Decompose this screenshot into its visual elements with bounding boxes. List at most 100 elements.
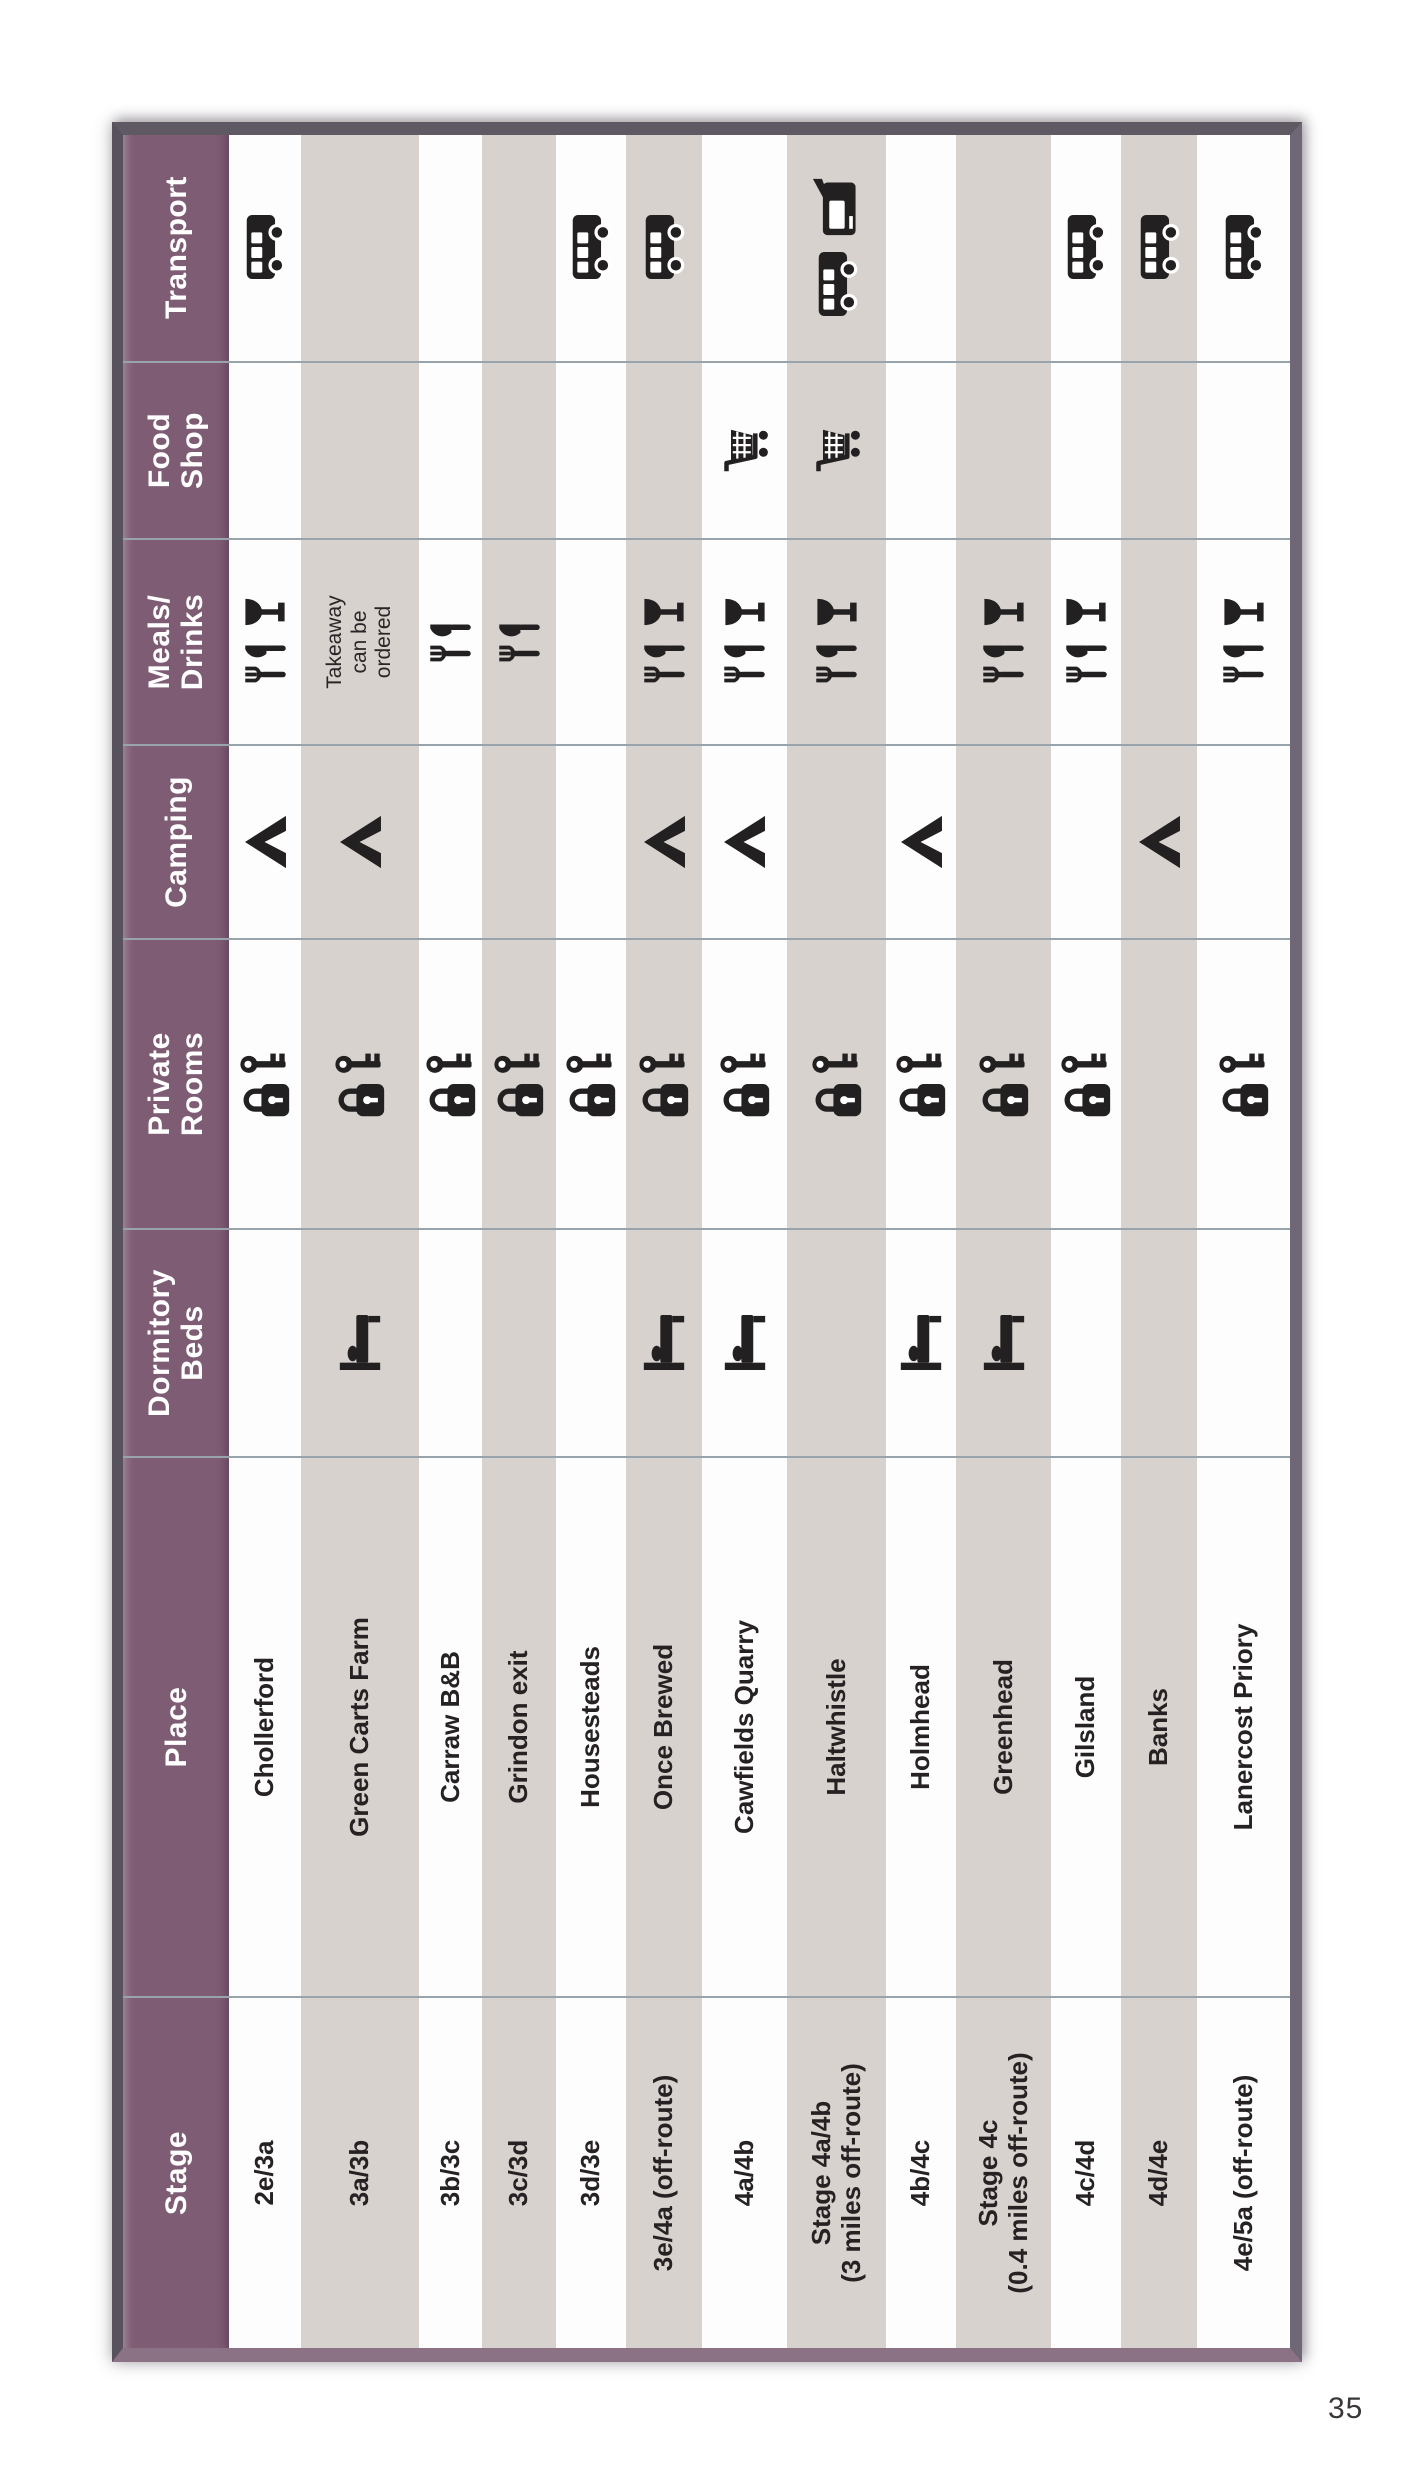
place-name: Lanercost Priory bbox=[1227, 1623, 1258, 1831]
cell-food-row7 bbox=[702, 363, 787, 540]
place-name: Holmhead bbox=[905, 1664, 936, 1790]
transport-icons bbox=[1065, 215, 1107, 281]
column-header-place: Place bbox=[123, 1458, 229, 1998]
key-lock-icon bbox=[334, 1050, 386, 1118]
wine-glass-icon bbox=[244, 598, 286, 626]
column-header-stage: Stage bbox=[123, 1998, 229, 2348]
cell-stage-row10: Stage 4c (0.4 miles off-route) bbox=[956, 1998, 1051, 2348]
stage-label: 4a/4b bbox=[728, 2139, 759, 2207]
bus-icon bbox=[244, 215, 286, 281]
cell-meals-row13 bbox=[1197, 540, 1290, 746]
stage-label: 4c/4d bbox=[1070, 2139, 1101, 2207]
tent-icon bbox=[723, 815, 766, 869]
stage-label: 4b/4c bbox=[905, 2139, 936, 2207]
cell-dormitory-row9 bbox=[886, 1230, 956, 1458]
column-header-meals: Meals/Drinks bbox=[123, 540, 229, 746]
cell-dormitory-row1 bbox=[229, 1230, 301, 1458]
cell-meals-row7 bbox=[702, 540, 787, 746]
key-lock-icon bbox=[493, 1050, 545, 1118]
place-name: Banks bbox=[1143, 1687, 1174, 1767]
cell-private-row3 bbox=[419, 940, 482, 1230]
meals-note: Takeaway can be ordered bbox=[322, 595, 396, 689]
bed-icon bbox=[723, 1315, 767, 1372]
key-lock-icon bbox=[1060, 1050, 1112, 1118]
transport-icons bbox=[643, 215, 685, 281]
cell-dormitory-row2 bbox=[301, 1230, 419, 1458]
bed-icon bbox=[982, 1315, 1026, 1372]
cell-dormitory-row8 bbox=[787, 1230, 886, 1458]
transport-icons bbox=[244, 215, 286, 281]
key-lock-icon bbox=[719, 1050, 771, 1118]
fork-knife-icon bbox=[244, 640, 287, 686]
cell-camping-row11 bbox=[1051, 746, 1121, 940]
place-name: Haltwhistle bbox=[820, 1658, 851, 1796]
cell-transport-row11 bbox=[1051, 135, 1121, 363]
cell-dormitory-row13 bbox=[1197, 1230, 1290, 1458]
column-header-label: Transport bbox=[159, 176, 193, 319]
column-header-dormitory: Dormitory Beds bbox=[123, 1230, 229, 1458]
cell-meals-row6 bbox=[626, 540, 702, 746]
cell-stage-row13: 4e/5a (off-route) bbox=[1197, 1998, 1290, 2348]
cell-food-row13 bbox=[1197, 363, 1290, 540]
cell-private-row13 bbox=[1197, 940, 1290, 1230]
stage-label: 4d/4e bbox=[1143, 2139, 1174, 2207]
stage-label: 4e/5a (off-route) bbox=[1227, 2074, 1258, 2272]
place-name: Carraw B&B bbox=[434, 1651, 465, 1803]
transport-icons bbox=[1138, 215, 1180, 281]
transport-icons bbox=[1223, 215, 1265, 281]
cell-food-row2 bbox=[301, 363, 419, 540]
key-lock-icon bbox=[978, 1050, 1030, 1118]
cell-private-row10 bbox=[956, 940, 1051, 1230]
cell-food-row8 bbox=[787, 363, 886, 540]
bus-icon bbox=[816, 252, 858, 318]
cell-food-row11 bbox=[1051, 363, 1121, 540]
wine-glass-icon bbox=[643, 598, 685, 626]
transport-icons bbox=[570, 215, 612, 281]
cell-meals-row1 bbox=[229, 540, 301, 746]
cell-stage-row3: 3b/3c bbox=[419, 1998, 482, 2348]
place-name: Chollerford bbox=[249, 1656, 280, 1798]
cell-dormitory-row3 bbox=[419, 1230, 482, 1458]
cell-transport-row3 bbox=[419, 135, 482, 363]
cell-camping-row1 bbox=[229, 746, 301, 940]
cell-stage-row11: 4c/4d bbox=[1051, 1998, 1121, 2348]
cell-private-row1 bbox=[229, 940, 301, 1230]
cell-place-row5: Housesteads bbox=[556, 1458, 626, 1998]
cell-transport-row4 bbox=[482, 135, 556, 363]
cell-transport-row6 bbox=[626, 135, 702, 363]
tent-icon bbox=[339, 815, 382, 869]
cell-transport-row2 bbox=[301, 135, 419, 363]
column-header-label: Private Rooms bbox=[143, 1031, 209, 1137]
cell-food-row9 bbox=[886, 363, 956, 540]
meals-icons bbox=[429, 619, 472, 665]
meals-icons bbox=[982, 598, 1025, 686]
wine-glass-icon bbox=[816, 598, 858, 626]
fork-knife-icon bbox=[815, 640, 858, 686]
cell-place-row11: Gilsland bbox=[1051, 1458, 1121, 1998]
stage-label: Stage 4c (0.4 miles off-route) bbox=[972, 2052, 1033, 2294]
cell-place-row4: Grindon exit bbox=[482, 1458, 556, 1998]
cell-meals-row8 bbox=[787, 540, 886, 746]
cell-camping-row10 bbox=[956, 746, 1051, 940]
cell-transport-row1 bbox=[229, 135, 301, 363]
key-lock-icon bbox=[638, 1050, 690, 1118]
cell-transport-row12 bbox=[1121, 135, 1197, 363]
fork-knife-icon bbox=[498, 619, 541, 665]
cell-meals-row10 bbox=[956, 540, 1051, 746]
train-icon bbox=[812, 178, 861, 238]
fork-knife-icon bbox=[1222, 640, 1265, 686]
cell-place-row2: Green Carts Farm bbox=[301, 1458, 419, 1998]
cell-camping-row3 bbox=[419, 746, 482, 940]
cell-private-row9 bbox=[886, 940, 956, 1230]
cell-transport-row10 bbox=[956, 135, 1051, 363]
bus-icon bbox=[643, 215, 685, 281]
column-header-transport: Transport bbox=[123, 135, 229, 363]
bus-icon bbox=[1223, 215, 1265, 281]
cell-food-row10 bbox=[956, 363, 1051, 540]
column-header-label: Dormitory Beds bbox=[143, 1269, 209, 1417]
column-header-label: Camping bbox=[159, 776, 193, 908]
cell-meals-row12 bbox=[1121, 540, 1197, 746]
cell-place-row1: Chollerford bbox=[229, 1458, 301, 1998]
cell-camping-row12 bbox=[1121, 746, 1197, 940]
meals-icons bbox=[244, 598, 287, 686]
